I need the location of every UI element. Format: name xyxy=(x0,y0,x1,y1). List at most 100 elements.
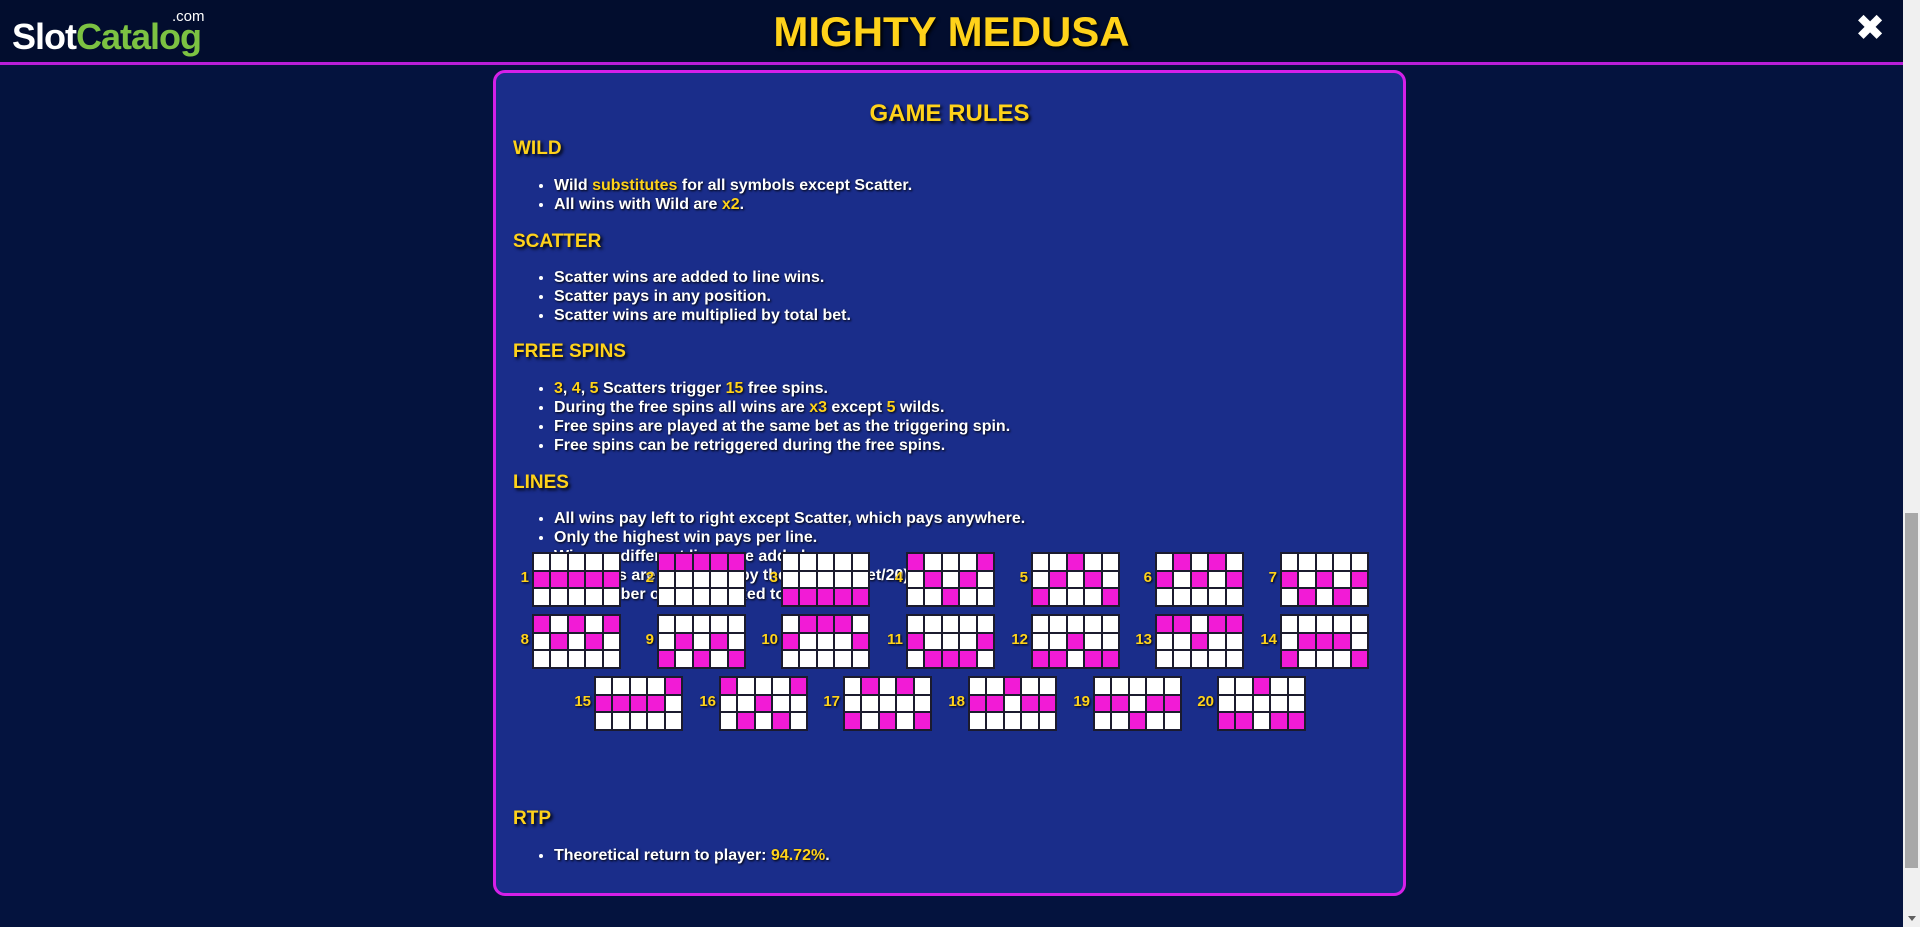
rtp-list: Theoretical return to player: 94.72%. xyxy=(536,846,830,865)
payline-cell xyxy=(1033,616,1049,632)
payline-cell xyxy=(835,651,851,667)
payline-cell xyxy=(1147,713,1163,729)
payline-grid xyxy=(532,552,621,607)
payline-cell xyxy=(1174,651,1190,667)
payline-cell xyxy=(728,616,744,632)
highlight-text: x2 xyxy=(721,196,740,213)
payline-number: 19 xyxy=(1073,693,1090,710)
payline-cell-highlighted xyxy=(1102,589,1118,605)
payline-cell-highlighted xyxy=(630,695,647,712)
payline-cell xyxy=(534,651,550,667)
text-segment: wilds. xyxy=(895,399,945,416)
payline-grid xyxy=(1280,614,1369,669)
payline-cell xyxy=(914,695,930,712)
text-segment: , xyxy=(562,380,572,397)
payline-cell xyxy=(1033,571,1049,588)
payline-cell-highlighted xyxy=(665,678,681,694)
payline-cell xyxy=(942,616,959,632)
payline-grid xyxy=(657,552,746,607)
payline-grid xyxy=(781,552,870,607)
payline-cell xyxy=(783,554,799,570)
payline-cell-highlighted xyxy=(852,633,868,650)
payline-cell xyxy=(960,616,976,632)
payline-grid xyxy=(906,552,995,607)
payline-cell xyxy=(1102,571,1118,588)
text-segment: All wins with Wild are xyxy=(554,196,722,213)
payline-cell-highlighted xyxy=(783,633,799,650)
payline-cell xyxy=(914,678,930,694)
payline-cell xyxy=(586,554,602,570)
payline-cell xyxy=(613,713,629,729)
scroll-up-arrow[interactable] xyxy=(1903,0,1920,17)
text-segment: free spins. xyxy=(743,380,828,397)
list-item: Scatter pays in any position. xyxy=(554,287,851,306)
payline-cell-highlighted xyxy=(862,678,878,694)
payline-cell-highlighted xyxy=(852,589,868,605)
payline-cell-highlighted xyxy=(534,616,550,632)
payline-cell xyxy=(603,554,619,570)
payline-cell xyxy=(960,633,976,650)
payline-cell xyxy=(1129,695,1146,712)
payline-number: 4 xyxy=(894,569,903,586)
payline-cell xyxy=(1299,651,1315,667)
free-spins-list: 3, 4, 5 Scatters trigger 15 free spins. … xyxy=(536,379,1010,455)
payline-cell-highlighted xyxy=(1085,651,1101,667)
payline-cell xyxy=(1095,678,1111,694)
payline-cell xyxy=(551,589,567,605)
text-segment: . xyxy=(739,196,745,213)
payline-number: 13 xyxy=(1135,631,1152,648)
payline-cell-highlighted xyxy=(1050,651,1066,667)
payline-cell xyxy=(908,651,924,667)
payline-cell-highlighted xyxy=(800,589,816,605)
scroll-down-arrow[interactable] xyxy=(1903,910,1920,927)
vertical-scrollbar[interactable] xyxy=(1903,0,1920,927)
payline-cell-highlighted xyxy=(800,616,816,632)
payline-cell xyxy=(1219,678,1235,694)
payline-cell xyxy=(800,633,816,650)
payline-cell-highlighted xyxy=(942,651,959,667)
payline-cell-highlighted xyxy=(1226,571,1242,588)
payline: 10 xyxy=(496,614,870,669)
payline-cell xyxy=(835,633,851,650)
payline-cell-highlighted xyxy=(755,695,772,712)
payline-cell xyxy=(659,571,675,588)
payline-cell-highlighted xyxy=(1334,589,1350,605)
payline-cell xyxy=(568,633,585,650)
payline-grid xyxy=(968,676,1057,731)
list-item: All wins pay left to right except Scatte… xyxy=(554,509,1025,528)
payline-cell xyxy=(603,651,619,667)
payline-cell xyxy=(711,589,727,605)
logo-slot-text: Slot xyxy=(12,16,77,57)
payline-cell-highlighted xyxy=(1174,616,1190,632)
payline-cell xyxy=(1174,633,1190,650)
payline-cell xyxy=(1157,633,1173,650)
payline-cell xyxy=(1316,651,1333,667)
payline-cell xyxy=(1129,678,1146,694)
payline: 9 xyxy=(496,614,746,669)
payline-cell xyxy=(1351,554,1367,570)
payline-cell xyxy=(1271,695,1287,712)
payline-cell-highlighted xyxy=(568,616,585,632)
payline-cell xyxy=(568,651,585,667)
payline-grid xyxy=(1155,552,1244,607)
payline-cell xyxy=(693,589,710,605)
text-segment: Theoretical return to player: xyxy=(554,847,771,864)
payline-cell-highlighted xyxy=(1209,616,1225,632)
text-segment: , xyxy=(580,380,590,397)
payline-cell xyxy=(1316,554,1333,570)
payline-cell-highlighted xyxy=(711,554,727,570)
payline-cell-highlighted xyxy=(970,695,986,712)
payline-grid xyxy=(906,614,995,669)
payline-cell-highlighted xyxy=(586,633,602,650)
close-icon[interactable]: ✖ xyxy=(1855,7,1886,48)
payline-cell xyxy=(942,571,959,588)
payline-number: 5 xyxy=(1019,569,1028,586)
payline-cell xyxy=(728,589,744,605)
payline-cell xyxy=(603,589,619,605)
scroll-thumb[interactable] xyxy=(1905,513,1918,868)
payline-cell xyxy=(1050,633,1066,650)
wild-heading: WILD xyxy=(513,138,562,159)
payline-cell xyxy=(835,571,851,588)
payline-cell-highlighted xyxy=(1102,651,1118,667)
payline-cell xyxy=(659,589,675,605)
